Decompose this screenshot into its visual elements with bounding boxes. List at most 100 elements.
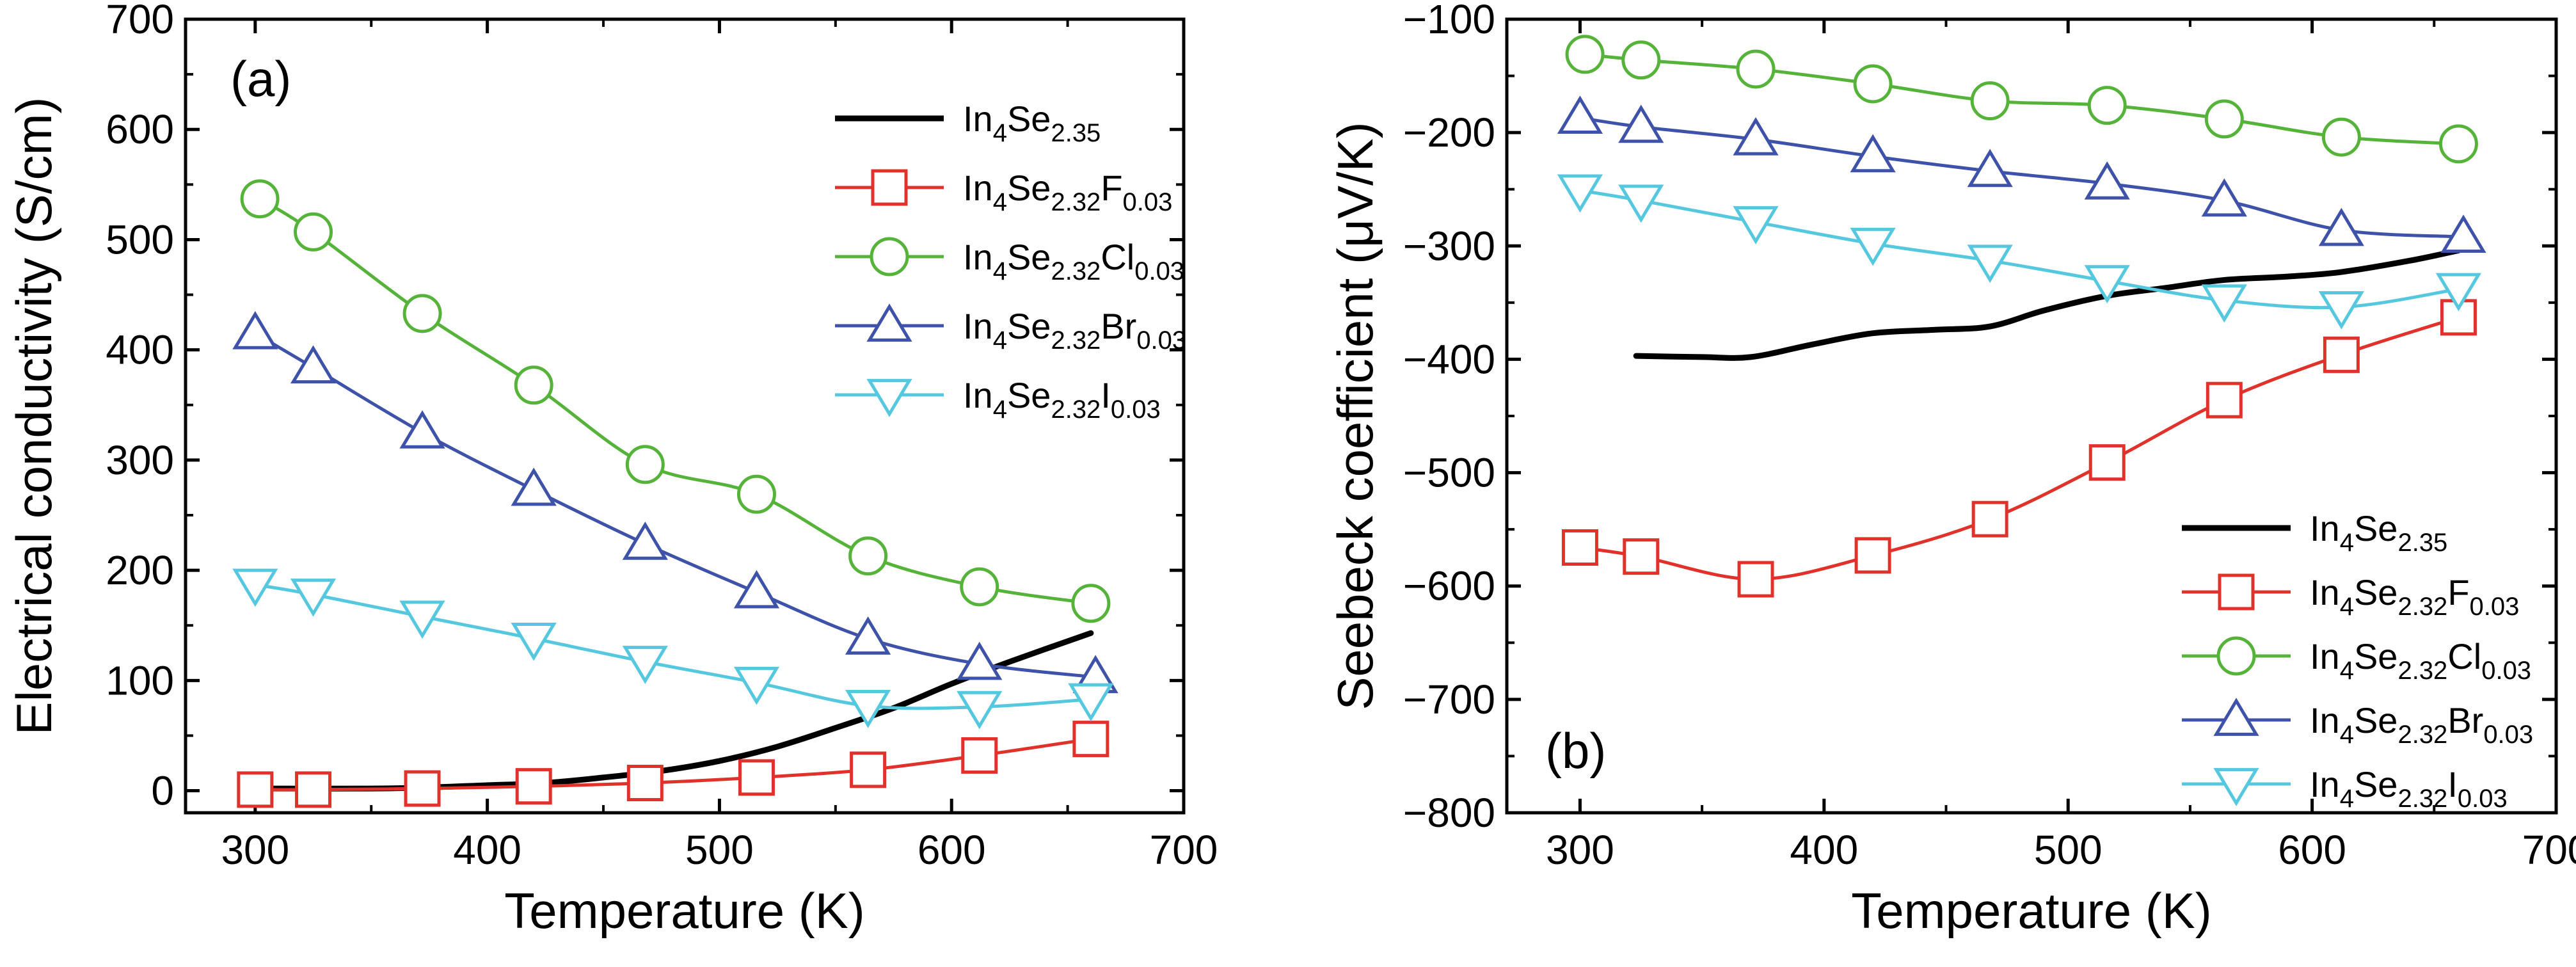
series-Br (232, 311, 1118, 694)
data-point-I (1068, 683, 1114, 722)
data-point-Cl (2321, 117, 2361, 157)
legend-marker-Br (866, 303, 912, 342)
plot-frame (184, 17, 1186, 815)
data-point-Br (1967, 148, 2013, 188)
legend-marker-Cl (2216, 636, 2256, 676)
data-point-F (626, 765, 664, 801)
series-line-base (1633, 247, 2461, 361)
data-point-F (295, 771, 332, 808)
data-point-I (845, 690, 891, 728)
series-base (1633, 247, 2461, 361)
legend: In4Se2.35 In4Se2.32F0.03 In4Se2.32Cl0.03 In… (835, 99, 1186, 424)
data-point-Cl (1970, 81, 2010, 121)
data-point-Cl (736, 474, 776, 514)
data-point-F (961, 737, 998, 774)
data-point-I (622, 646, 668, 684)
plot-frame (1505, 17, 2558, 815)
data-point-F (738, 759, 775, 796)
legend-marker-I (866, 379, 912, 417)
x-tick-label: 500 (2034, 827, 2103, 873)
data-point-Cl (2204, 99, 2244, 139)
x-tick-label: 300 (1546, 827, 1614, 873)
y-tick-label: 600 (106, 106, 174, 152)
data-point-F (1971, 500, 2008, 538)
data-point-F (1561, 529, 1598, 566)
data-point-I (957, 691, 1003, 730)
data-point-I (2084, 265, 2130, 303)
legend-label-base: In4Se2.35 (2310, 508, 2447, 557)
y-tick-label: 0 (151, 768, 174, 814)
data-point-F (1854, 537, 1891, 574)
series-I (232, 568, 1114, 730)
legend: In4Se2.35 In4Se2.32F0.03 In4Se2.32Cl0.03 In… (2182, 508, 2533, 813)
legend-marker-F (2218, 573, 2255, 611)
y-axis-title: Electrical conductivity (S/cm) (6, 97, 62, 735)
data-point-Cl (1736, 49, 1776, 89)
legend-label-Br: In4Se2.32Br0.03 (963, 306, 1186, 355)
data-point-I (1850, 227, 1896, 266)
panel-a-conductivity: 300 400 500 600 700 0 100 200 300 400 500 600 700 Tem… (6, 0, 1218, 939)
y-tick-label: −800 (1403, 790, 1495, 836)
x-tick-label: 300 (221, 827, 289, 873)
data-point-Br (511, 467, 557, 506)
data-point-Cl (240, 179, 280, 219)
x-tick-label: 400 (1790, 827, 1858, 873)
data-point-Br (1733, 116, 1779, 156)
data-point-I (2201, 284, 2247, 323)
data-point-Cl (848, 536, 888, 576)
panel-label: (a) (230, 51, 291, 107)
data-point-Cl (1565, 35, 1605, 74)
data-point-Br (622, 521, 668, 560)
series-line-I (1578, 188, 2460, 310)
data-point-F (237, 771, 274, 808)
data-point-Br (2318, 207, 2364, 246)
data-point-F (850, 751, 887, 788)
data-point-I (2435, 273, 2482, 312)
legend-label-I: In4Se2.32I0.03 (2310, 764, 2508, 813)
series-Cl (240, 179, 1111, 623)
data-point-Cl (514, 365, 553, 405)
data-point-I (290, 579, 337, 617)
data-point-F (1737, 561, 1774, 598)
y-tick-label: 700 (106, 0, 174, 42)
data-point-Cl (402, 294, 442, 333)
y-tick-label: 400 (106, 327, 174, 373)
data-point-I (1967, 244, 2013, 284)
y-tick-label: 300 (106, 437, 174, 483)
data-point-Cl (1071, 584, 1111, 623)
data-point-F (404, 770, 441, 807)
data-point-Br (957, 641, 1003, 680)
y-tick-label: −100 (1403, 0, 1495, 42)
y-tick-label: 100 (106, 657, 174, 703)
data-point-F (2088, 444, 2126, 481)
legend-label-Cl: In4Se2.32Cl0.03 (2310, 636, 2531, 685)
data-point-Cl (1621, 40, 1661, 80)
y-tick-label: −500 (1403, 450, 1495, 496)
series-line-F (1578, 316, 2460, 581)
data-point-Br (1618, 104, 1664, 143)
x-tick-label: 500 (685, 827, 754, 873)
x-tick-label: 700 (1150, 827, 1218, 873)
data-point-F (2323, 336, 2360, 373)
y-tick-label: 500 (106, 216, 174, 262)
data-point-Br (290, 345, 337, 384)
data-point-Br (733, 570, 780, 609)
data-point-I (733, 666, 780, 705)
data-point-Br (1850, 134, 1896, 173)
series-F (237, 721, 1109, 808)
data-point-Br (1557, 95, 1603, 134)
x-axis-title: Temperature (K) (504, 883, 865, 939)
data-point-Cl (625, 445, 665, 484)
legend-label-base: In4Se2.35 (963, 99, 1101, 147)
panel-label: (b) (1545, 723, 1606, 779)
data-point-I (232, 568, 278, 607)
data-point-I (1557, 174, 1603, 213)
y-tick-label: −600 (1403, 563, 1495, 609)
data-point-Cl (2087, 86, 2127, 125)
data-point-F (1623, 538, 1660, 575)
data-point-Br (2201, 178, 2247, 217)
legend-label-I: In4Se2.32I0.03 (963, 375, 1161, 424)
legend-marker-Cl (870, 237, 909, 276)
legend-label-F: In4Se2.32F0.03 (2310, 572, 2519, 621)
